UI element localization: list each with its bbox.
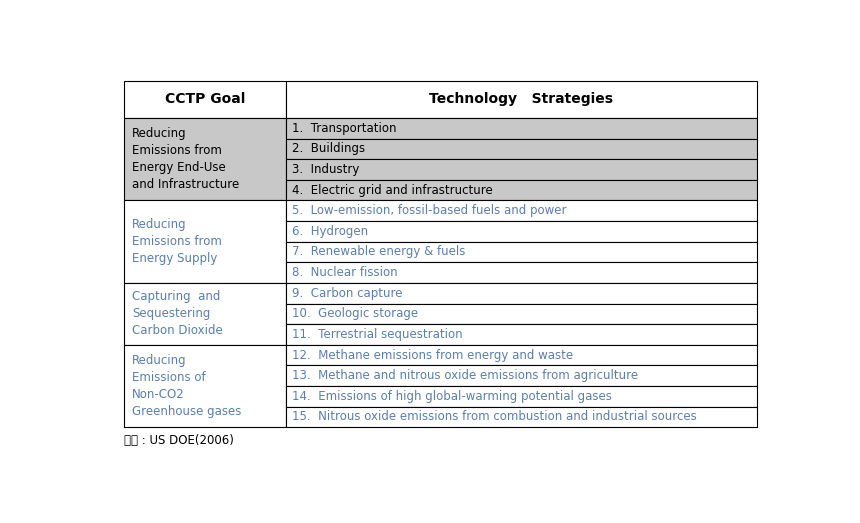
Text: Reducing
Emissions from
Energy End-Use
and Infrastructure: Reducing Emissions from Energy End-Use a…	[132, 127, 239, 191]
Text: 15.  Nitrous oxide emissions from combustion and industrial sources: 15. Nitrous oxide emissions from combust…	[292, 411, 697, 424]
Text: 10.  Geologic storage: 10. Geologic storage	[292, 308, 419, 320]
Bar	[286, 345, 758, 366]
Bar	[286, 81, 758, 118]
Text: 14.  Emissions of high global-warming potential gases: 14. Emissions of high global-warming pot…	[292, 390, 612, 403]
Text: 12.  Methane emissions from energy and waste: 12. Methane emissions from energy and wa…	[292, 348, 574, 361]
Bar	[286, 180, 758, 200]
Bar	[286, 242, 758, 263]
Text: 13.  Methane and nitrous oxide emissions from agriculture: 13. Methane and nitrous oxide emissions …	[292, 369, 638, 382]
Bar	[286, 386, 758, 406]
Bar	[124, 283, 286, 345]
Text: 7.  Renewable energy & fuels: 7. Renewable energy & fuels	[292, 245, 465, 258]
Text: 9.  Carbon capture: 9. Carbon capture	[292, 287, 402, 300]
Text: Technology   Strategies: Technology Strategies	[429, 93, 613, 107]
Bar	[286, 139, 758, 159]
Bar	[124, 81, 286, 118]
Text: 4.  Electric grid and infrastructure: 4. Electric grid and infrastructure	[292, 184, 493, 197]
Text: 6.  Hydrogen: 6. Hydrogen	[292, 225, 368, 238]
Text: 1.  Transportation: 1. Transportation	[292, 122, 396, 135]
Bar	[286, 159, 758, 180]
Bar	[124, 118, 286, 200]
Text: Capturing  and
Sequestering
Carbon Dioxide: Capturing and Sequestering Carbon Dioxid…	[132, 290, 223, 337]
Text: Reducing
Emissions of
Non-CO2
Greenhouse gases: Reducing Emissions of Non-CO2 Greenhouse…	[132, 354, 242, 418]
Bar	[124, 345, 286, 427]
Text: 11.  Terrestrial sequestration: 11. Terrestrial sequestration	[292, 328, 463, 341]
Text: Reducing
Emissions from
Energy Supply: Reducing Emissions from Energy Supply	[132, 218, 222, 265]
Bar	[286, 303, 758, 324]
Bar	[124, 200, 286, 283]
Bar	[286, 221, 758, 242]
Text: 자료 : US DOE(2006): 자료 : US DOE(2006)	[124, 435, 234, 448]
Text: 2.  Buildings: 2. Buildings	[292, 142, 366, 155]
Bar	[286, 118, 758, 139]
Bar	[286, 324, 758, 345]
Bar	[286, 406, 758, 427]
Bar	[286, 263, 758, 283]
Bar	[286, 366, 758, 386]
Text: 8.  Nuclear fission: 8. Nuclear fission	[292, 266, 398, 279]
Bar	[286, 200, 758, 221]
Bar	[286, 283, 758, 303]
Text: 5.  Low-emission, fossil-based fuels and power: 5. Low-emission, fossil-based fuels and …	[292, 204, 567, 217]
Text: 3.  Industry: 3. Industry	[292, 163, 359, 176]
Text: CCTP Goal: CCTP Goal	[165, 93, 245, 107]
